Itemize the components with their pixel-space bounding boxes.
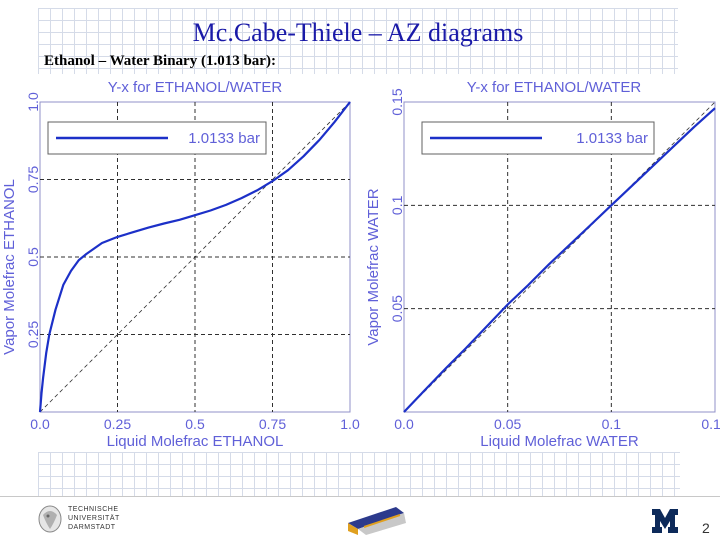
chart-ethanol: 0.0 0.25 0.5 0.75 1.0 0.25 0.5 0.75 1.0 Y-x for E…: [1, 79, 360, 450]
chart0-xtick-label-0: 0.0: [30, 416, 50, 432]
chart1-xtick-label-0: 0.0: [394, 416, 414, 432]
footer-divider: [0, 496, 720, 497]
chart0-xlabel: Liquid Molefrac ETHANOL: [107, 433, 284, 450]
athena-icon: [38, 505, 62, 533]
chart0-xtick-label-3: 0.75: [259, 416, 286, 432]
chart0-series-line-0: [38, 101, 351, 413]
slide-title: Mc.Cabe-Thiele – AZ diagrams: [192, 18, 524, 47]
chart1-ytick-label-0: 0.05: [389, 295, 405, 322]
chart0-xtick-label-2: 0.5: [185, 416, 205, 432]
chart0-legend-label: 1.0133 bar: [188, 130, 260, 147]
chart0-ytick-label-3: 1.0: [25, 92, 41, 112]
chart0-title: Y-x for ETHANOL/WATER: [108, 79, 283, 96]
institute-logo: [344, 501, 410, 537]
chart1-diagonal-line: [403, 101, 716, 413]
chart1-ylabel: Vapor Molefrac WATER: [365, 188, 382, 345]
chart1-xtick-label-2: 0.1: [602, 416, 622, 432]
slide-subtitle: Ethanol – Water Binary (1.013 bar):: [44, 53, 276, 69]
tu-darmstadt-logo: TECHNISCHE UNIVERSITÄT DARMSTADT: [36, 503, 136, 535]
chart0-ytick-label-0: 0.25: [25, 321, 41, 348]
chart0-xtick-label-4: 1.0: [340, 416, 360, 432]
chart1-series-line-0: [403, 107, 716, 413]
chart1-xtick-label-1: 0.05: [494, 416, 521, 432]
chart0-diagonal-line: [39, 101, 351, 413]
chart0-ytick-label-2: 0.75: [25, 166, 41, 193]
page-number: 2: [702, 520, 710, 536]
chart-water: 0.0 0.05 0.1 0.15 0.05 0.1 0.15 Y-x for ETHANOL…: [365, 79, 720, 450]
chart1-xtick-label-3: 0.15: [701, 416, 720, 432]
chart1-ytick-label-2: 0.15: [389, 88, 405, 115]
chart0-ylabel: Vapor Molefrac ETHANOL: [1, 179, 18, 355]
chart0-xtick-label-1: 0.25: [104, 416, 131, 432]
chart1-xlabel: Liquid Molefrac WATER: [480, 433, 639, 450]
university-of-michigan-logo: [650, 505, 680, 535]
chart0-ytick-label-1: 0.5: [25, 247, 41, 267]
chart1-ytick-label-1: 0.1: [389, 195, 405, 215]
title-banner: Mc.Cabe-Thiele – AZ diagrams: [38, 8, 678, 74]
tu-darmstadt-wordmark: TECHNISCHE UNIVERSITÄT DARMSTADT: [68, 506, 120, 531]
chart1-title: Y-x for ETHANOL/WATER: [467, 79, 642, 96]
chart1-legend-label: 1.0133 bar: [576, 130, 648, 147]
footer-grid: [38, 452, 680, 496]
